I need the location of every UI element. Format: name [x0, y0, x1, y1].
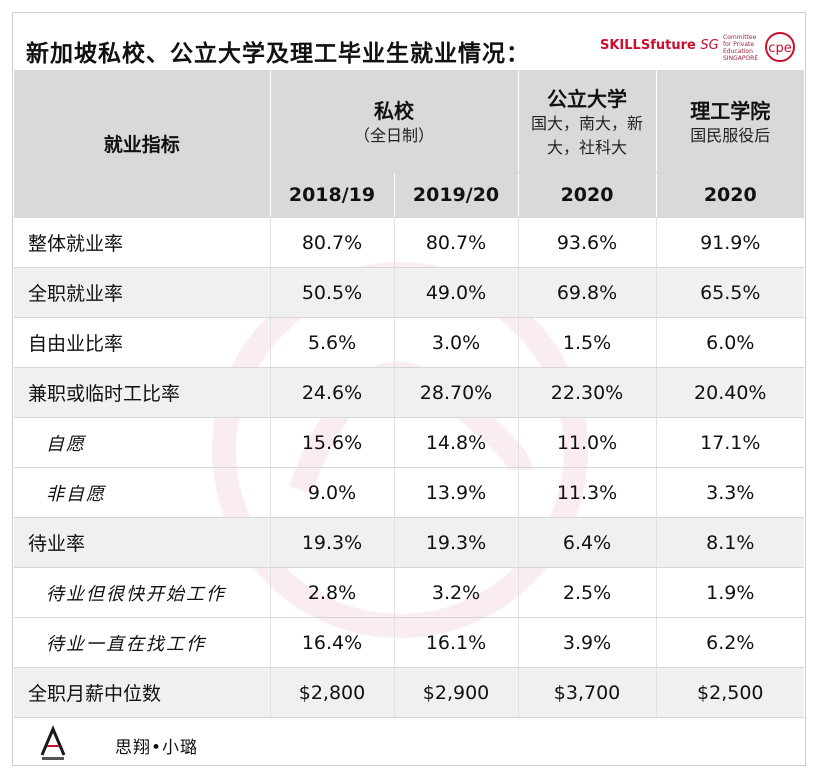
table-cell: 16.4%: [269, 617, 394, 668]
table-cell: 93.6%: [517, 217, 657, 268]
table-cell: 5.6%: [269, 317, 394, 368]
group-private-sub: （全日制）: [354, 125, 435, 145]
table-cell: $2,500: [655, 667, 805, 718]
table-cell: $2,800: [269, 667, 394, 718]
table-cell: 65.5%: [655, 267, 805, 318]
table-cell: 17.1%: [655, 417, 805, 468]
row-label-sub: 待业但很快开始工作: [14, 567, 270, 618]
table-cell: 13.9%: [393, 467, 519, 518]
row-label: 兼职或临时工比率: [14, 367, 270, 418]
table-row: 全职就业率 50.5% 49.0% 69.8% 65.5%: [14, 267, 805, 318]
table-cell: 9.0%: [269, 467, 394, 518]
year-header: 2019/20: [394, 172, 519, 218]
table-cell: $2,900: [393, 667, 519, 718]
year-header: 2018/19: [270, 172, 395, 218]
table-row: 自愿 15.6% 14.8% 11.0% 17.1%: [14, 417, 805, 468]
page-title: 新加坡私校、公立大学及理工毕业生就业情况：: [26, 41, 530, 67]
table-cell: 16.1%: [393, 617, 519, 668]
table-cell: 11.0%: [517, 417, 657, 468]
table-row: 整体就业率 80.7% 80.7% 93.6% 91.9%: [14, 217, 805, 268]
table-cell: 6.0%: [655, 317, 805, 368]
table-cell: 80.7%: [269, 217, 394, 268]
skillsfuture-logo-sg: SG: [700, 38, 719, 53]
group-private-name: 私校: [374, 98, 414, 123]
skillsfuture-logo: SKILLSfuture SG: [600, 38, 719, 53]
skillsfuture-logo-text: SKILLSfuture: [600, 38, 696, 53]
table-cell: 8.1%: [655, 517, 805, 568]
table-cell: 49.0%: [393, 267, 519, 318]
cpe-logo-icon: cpe: [765, 32, 795, 62]
row-label: 整体就业率: [14, 217, 270, 268]
table-cell: 91.9%: [655, 217, 805, 268]
row-label-sub: 待业一直在找工作: [14, 617, 270, 668]
author-credit: 思翔•小璐: [115, 738, 199, 758]
group-header-private: 私校 （全日制）: [270, 70, 519, 173]
table-cell: 2.5%: [517, 567, 657, 618]
table-cell: 3.3%: [655, 467, 805, 518]
table-cell: 3.2%: [393, 567, 519, 618]
indicator-header: 就业指标: [14, 70, 271, 218]
row-label-sub: 自愿: [14, 417, 270, 468]
table-cell: 3.0%: [393, 317, 519, 368]
group-public-name: 公立大学: [547, 86, 628, 111]
table-row: 全职月薪中位数 $2,800 $2,900 $3,700 $2,500: [14, 667, 805, 718]
table-cell: 1.5%: [517, 317, 657, 368]
table-cell: 80.7%: [393, 217, 519, 268]
table-cell: 6.4%: [517, 517, 657, 568]
group-header-public: 公立大学 国大，南大，新大，社科大: [518, 70, 657, 173]
table-cell: $3,700: [517, 667, 657, 718]
table-cell: 15.6%: [269, 417, 394, 468]
table-row: 待业但很快开始工作 2.8% 3.2% 2.5% 1.9%: [14, 567, 805, 618]
table-cell: 20.40%: [655, 367, 805, 418]
table-cell: 2.8%: [269, 567, 394, 618]
cpe-logo-text: Committee for Private Education SINGAPOR…: [723, 34, 759, 62]
group-poly-sub: 国民服役后: [690, 125, 771, 145]
row-label: 待业率: [14, 517, 270, 568]
table-row: 兼职或临时工比率 24.6% 28.70% 22.30% 20.40%: [14, 367, 805, 418]
table-cell: 69.8%: [517, 267, 657, 318]
table-cell: 14.8%: [393, 417, 519, 468]
table-cell: 24.6%: [269, 367, 394, 418]
year-header: 2020: [656, 172, 805, 218]
row-label: 全职月薪中位数: [14, 667, 270, 718]
table-cell: 28.70%: [393, 367, 519, 418]
group-header-poly: 理工学院 国民服役后: [656, 70, 805, 173]
row-label: 自由业比率: [14, 317, 270, 368]
table-row: 自由业比率 5.6% 3.0% 1.5% 6.0%: [14, 317, 805, 368]
table-cell: 3.9%: [517, 617, 657, 668]
table-cell: 19.3%: [269, 517, 394, 568]
table-cell: 6.2%: [655, 617, 805, 668]
table-row: 待业率 19.3% 19.3% 6.4% 8.1%: [14, 517, 805, 568]
author-logo-icon: [40, 725, 66, 760]
table-cell: 1.9%: [655, 567, 805, 618]
employment-table: 就业指标 私校 （全日制） 公立大学 国大，南大，新大，社科大 理工学院 国民服…: [14, 70, 805, 718]
table-row: 非自愿 9.0% 13.9% 11.3% 3.3%: [14, 467, 805, 518]
table-cell: 19.3%: [393, 517, 519, 568]
table-row: 待业一直在找工作 16.4% 16.1% 3.9% 6.2%: [14, 617, 805, 668]
group-public-sub: 国大，南大，新大，社科大: [531, 113, 644, 157]
table-cell: 11.3%: [517, 467, 657, 518]
group-poly-name: 理工学院: [690, 98, 771, 123]
table-cell: 22.30%: [517, 367, 657, 418]
table-cell: 50.5%: [269, 267, 394, 318]
year-header: 2020: [518, 172, 657, 218]
row-label-sub: 非自愿: [14, 467, 270, 518]
row-label: 全职就业率: [14, 267, 270, 318]
